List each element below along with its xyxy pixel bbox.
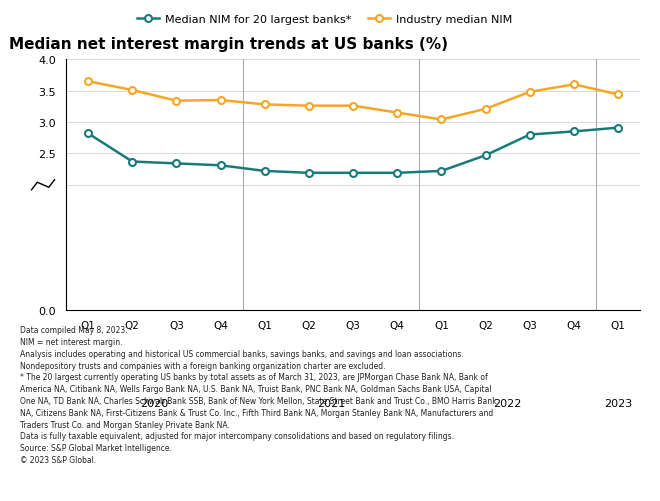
Text: Median net interest margin trends at US banks (%): Median net interest margin trends at US … (9, 37, 447, 52)
Text: 2020: 2020 (140, 398, 168, 408)
Legend: Median NIM for 20 largest banks*, Industry median NIM: Median NIM for 20 largest banks*, Indust… (133, 11, 516, 30)
Text: 2023: 2023 (604, 398, 632, 408)
Text: 2022: 2022 (494, 398, 522, 408)
Text: Data compiled May 8, 2023.
NIM = net interest margin.
Analysis includes operatin: Data compiled May 8, 2023. NIM = net int… (20, 326, 496, 464)
Text: 2021: 2021 (317, 398, 345, 408)
Bar (32, 178, 55, 193)
